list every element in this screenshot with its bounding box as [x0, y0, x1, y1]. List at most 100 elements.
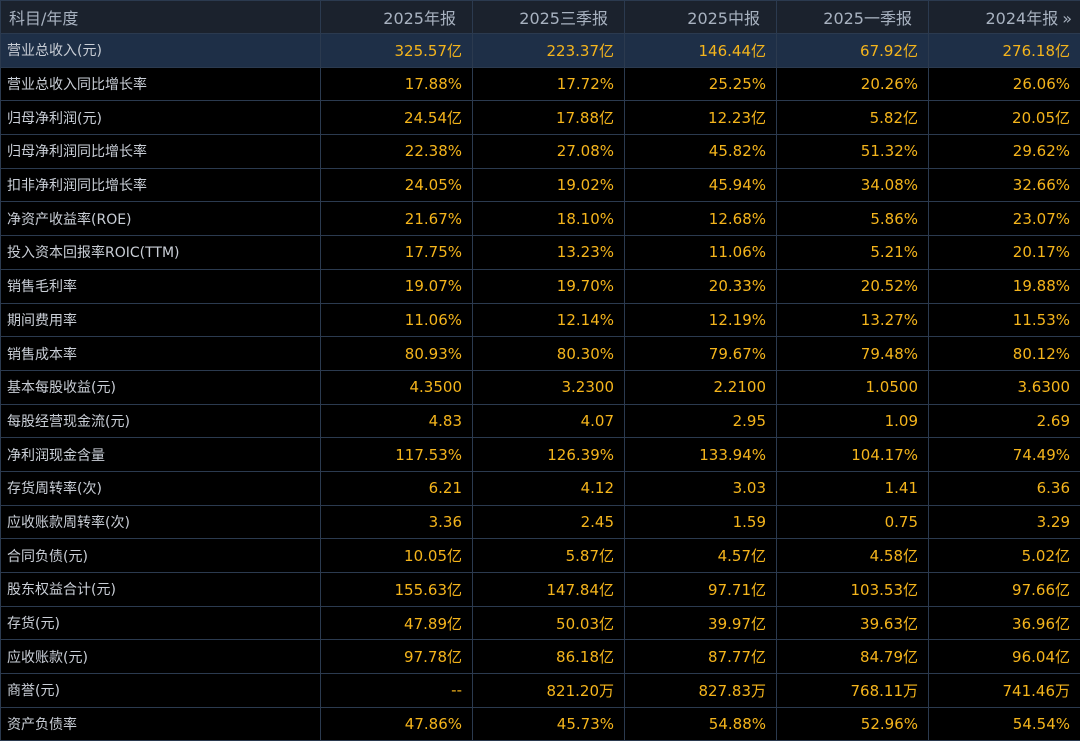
value-cell: 12.19%	[625, 303, 777, 337]
value-cell: 1.41	[777, 471, 929, 505]
value-cell: 12.23亿	[625, 101, 777, 135]
value-cell: 84.79亿	[777, 640, 929, 674]
value-cell: 74.49%	[929, 438, 1080, 472]
value-cell: 97.66亿	[929, 573, 1080, 607]
row-label: 应收账款(元)	[1, 640, 321, 674]
value-cell: 13.27%	[777, 303, 929, 337]
row-label: 归母净利润(元)	[1, 101, 321, 135]
value-cell: 1.09	[777, 404, 929, 438]
value-cell: 19.88%	[929, 269, 1080, 303]
value-cell: 17.88亿	[473, 101, 625, 135]
value-cell: 39.63亿	[777, 606, 929, 640]
double-chevron-right-icon[interactable]: »	[1062, 9, 1072, 28]
value-cell: 3.6300	[929, 370, 1080, 404]
header-period-2025-interim[interactable]: 2025中报	[625, 1, 777, 34]
row-label: 存货周转率(次)	[1, 471, 321, 505]
table-row[interactable]: 投入资本回报率ROIC(TTM)17.75%13.23%11.06%5.21%2…	[1, 236, 1080, 270]
value-cell: 54.54%	[929, 707, 1080, 741]
value-cell: 47.89亿	[321, 606, 473, 640]
value-cell: 20.05亿	[929, 101, 1080, 135]
table-row[interactable]: 净资产收益率(ROE)21.67%18.10%12.68%5.86%23.07%	[1, 202, 1080, 236]
value-cell: 18.10%	[473, 202, 625, 236]
header-period-2024-annual[interactable]: 2024年报»	[929, 1, 1080, 34]
row-label: 营业总收入(元)	[1, 34, 321, 68]
value-cell: 19.02%	[473, 168, 625, 202]
value-cell: 6.21	[321, 471, 473, 505]
value-cell: 223.37亿	[473, 34, 625, 68]
value-cell: 80.30%	[473, 337, 625, 371]
row-label: 销售毛利率	[1, 269, 321, 303]
value-cell: 4.07	[473, 404, 625, 438]
row-label: 净利润现金含量	[1, 438, 321, 472]
value-cell: 4.3500	[321, 370, 473, 404]
value-cell: 821.20万	[473, 674, 625, 708]
value-cell: 2.2100	[625, 370, 777, 404]
value-cell: 23.07%	[929, 202, 1080, 236]
row-label: 基本每股收益(元)	[1, 370, 321, 404]
value-cell: 133.94%	[625, 438, 777, 472]
value-cell: 80.93%	[321, 337, 473, 371]
value-cell: 276.18亿	[929, 34, 1080, 68]
header-period-2025-q3[interactable]: 2025三季报	[473, 1, 625, 34]
value-cell: 34.08%	[777, 168, 929, 202]
value-cell: 97.78亿	[321, 640, 473, 674]
value-cell: 25.25%	[625, 67, 777, 101]
value-cell: 768.11万	[777, 674, 929, 708]
value-cell: 12.14%	[473, 303, 625, 337]
value-cell: 5.02亿	[929, 539, 1080, 573]
row-label: 期间费用率	[1, 303, 321, 337]
value-cell: 79.67%	[625, 337, 777, 371]
row-label: 扣非净利润同比增长率	[1, 168, 321, 202]
row-label: 每股经营现金流(元)	[1, 404, 321, 438]
value-cell: 32.66%	[929, 168, 1080, 202]
header-period-2025-annual[interactable]: 2025年报	[321, 1, 473, 34]
row-label: 净资产收益率(ROE)	[1, 202, 321, 236]
value-cell: 10.05亿	[321, 539, 473, 573]
value-cell: 80.12%	[929, 337, 1080, 371]
value-cell: 4.58亿	[777, 539, 929, 573]
row-label: 资产负债率	[1, 707, 321, 741]
value-cell: 3.2300	[473, 370, 625, 404]
value-cell: 117.53%	[321, 438, 473, 472]
value-cell: 52.96%	[777, 707, 929, 741]
row-label: 合同负债(元)	[1, 539, 321, 573]
value-cell: 96.04亿	[929, 640, 1080, 674]
value-cell: 4.57亿	[625, 539, 777, 573]
value-cell: 104.17%	[777, 438, 929, 472]
value-cell: 17.72%	[473, 67, 625, 101]
value-cell: 6.36	[929, 471, 1080, 505]
value-cell: 20.33%	[625, 269, 777, 303]
value-cell: 26.06%	[929, 67, 1080, 101]
value-cell: 741.46万	[929, 674, 1080, 708]
value-cell: 103.53亿	[777, 573, 929, 607]
value-cell: 17.88%	[321, 67, 473, 101]
header-period-2025-q1[interactable]: 2025一季报	[777, 1, 929, 34]
header-period-2024-annual-label: 2024年报	[985, 9, 1058, 28]
table-header: 科目/年度 2025年报 2025三季报 2025中报 2025一季报 2024…	[1, 1, 1080, 34]
value-cell: 5.87亿	[473, 539, 625, 573]
value-cell: 54.88%	[625, 707, 777, 741]
value-cell: 67.92亿	[777, 34, 929, 68]
value-cell: 11.53%	[929, 303, 1080, 337]
value-cell: 155.63亿	[321, 573, 473, 607]
